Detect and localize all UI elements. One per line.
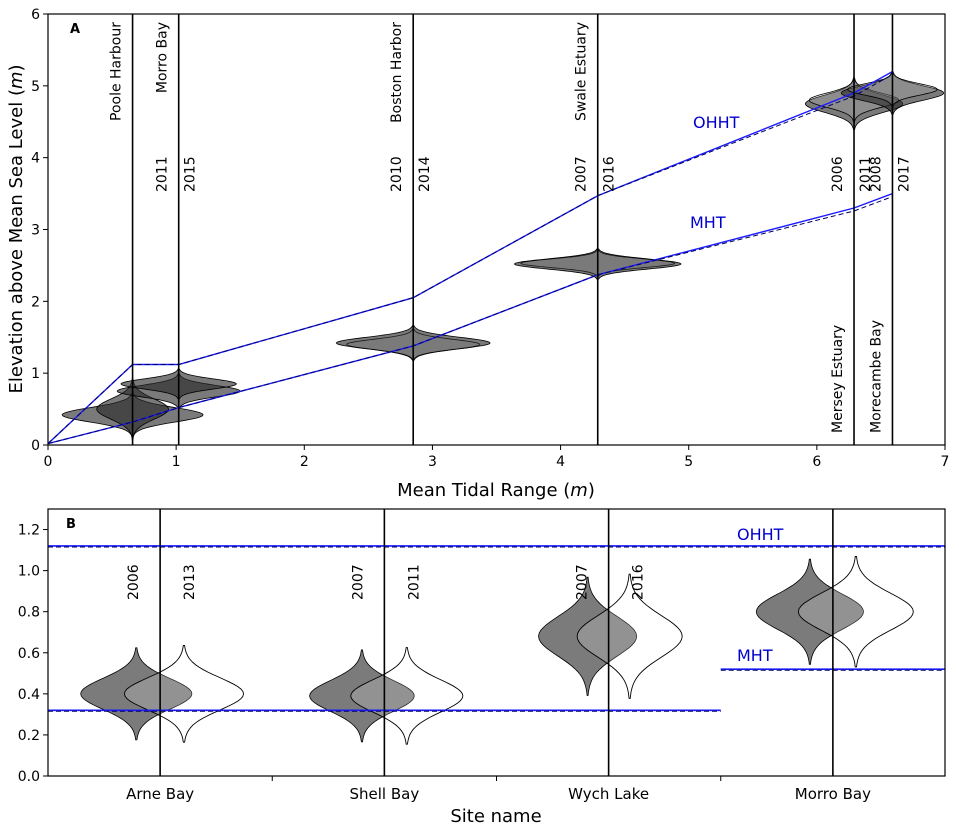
panel-a-mht-label: MHT [690, 213, 726, 232]
panel-b-y-tick-label: 0.6 [18, 646, 40, 662]
panel-a-year-label: 2015 [183, 156, 199, 192]
panel-a-year-label: 2007 [574, 156, 590, 192]
panel-a-y-tick-label: 0 [31, 438, 40, 454]
panel-a-y-tick-label: 3 [31, 223, 40, 239]
panel-a-y-tick-label: 4 [31, 151, 40, 167]
panel-a-y-axis-unit: m [6, 71, 27, 89]
panel-a-year-label: 2017 [896, 156, 912, 192]
panel-a-year-label: 2011 [858, 156, 874, 192]
panel-a-y-tick-label: 1 [31, 366, 40, 382]
panel-a-year-label: 2008 [868, 156, 884, 192]
panel-b-ohht-label: OHHT [737, 525, 784, 544]
panel-a-site-labels: Poole Harbour Morro Bay 2011 2015 Boston Har… [109, 22, 913, 433]
panel-a-x-tick-label: 3 [428, 454, 437, 470]
panel-b-year-label: 2007 [575, 564, 591, 600]
panel-a-x-tick-label: 5 [684, 454, 693, 470]
panel-b-y-tick-label: 0.8 [18, 605, 40, 621]
panel-b-category-label: Wych Lake [568, 785, 649, 803]
panel-a-ohht-label: OHHT [693, 113, 740, 132]
panel-a-x-axis-label-text: Mean Tidal Range [397, 480, 557, 501]
panel-a-series-mht-line [48, 192, 893, 445]
panel-a-site-name-label: Morro Bay [155, 22, 171, 93]
panel-b-category-label: Shell Bay [350, 785, 420, 803]
panel-a-year-label: 2016 [602, 156, 618, 192]
panel-b-y-tick-label: 1.2 [18, 523, 40, 539]
panel-a-x-axis-unit: m [570, 480, 588, 501]
panel-b-site-lines [159, 509, 834, 776]
panel-b-year-label: 2013 [182, 564, 198, 600]
panel-b-category-label: Morro Bay [795, 785, 871, 803]
panel-a-site-name-label: Boston Harbor [389, 22, 405, 123]
panel-a-site-name-label: Morecambe Bay [868, 320, 884, 433]
panel-b-category-label: Arne Bay [126, 785, 194, 803]
panel-b-violin [538, 576, 638, 696]
panel-a-x-tick-label: 0 [44, 454, 53, 470]
panel-a-year-label: 2010 [389, 156, 405, 192]
panel-a-x-tick-label: 6 [812, 454, 821, 470]
panel-b-x-axis-label: Site name [450, 806, 541, 826]
panel-a-x-axis-label: Mean Tidal Range (m) [397, 480, 595, 501]
panel-b-violins [80, 556, 914, 745]
panel-a-y-axis-label-text: Elevation above Mean Sea Level [6, 102, 27, 394]
panel-b-violin [309, 649, 415, 743]
panel-a-x-tick-label: 1 [172, 454, 181, 470]
panel-b-year-label: 2007 [350, 564, 366, 600]
panel-b-mht-label: MHT [737, 646, 773, 665]
panel-b-violin-outline [123, 645, 244, 743]
panel-b-y-ticks: 0.0 0.2 0.4 0.6 0.8 1.0 1.2 [18, 523, 48, 785]
panel-a-site-name-label: Mersey Estuary [830, 325, 846, 433]
panel-a-letter: A [70, 22, 80, 37]
panel-a-y-tick-label: 2 [31, 294, 40, 310]
panel-a-year-label: 2011 [155, 156, 171, 192]
panel-b: 2006 2013 2007 2011 2007 2016 Arne Bay Shell B… [18, 508, 946, 826]
panel-a-x-tick-label: 4 [556, 454, 565, 470]
panel-a-series-mht-dashed [48, 196, 893, 445]
panel-a-x-tick-label: 2 [300, 454, 309, 470]
panel-a-x-ticks: 0 1 2 3 4 5 6 7 [44, 445, 950, 470]
panel-a-violins [61, 71, 945, 440]
panel-b-violin [80, 647, 193, 741]
panel-a-year-label: 2006 [830, 156, 846, 192]
panel-b-year-label: 2016 [631, 564, 647, 600]
panel-b-y-tick-label: 1.0 [18, 564, 40, 580]
panel-b-violin-outline [350, 647, 464, 745]
panel-a-year-label: 2014 [417, 156, 433, 192]
panel-a-y-tick-label: 6 [31, 7, 40, 23]
panel-b-y-tick-label: 0.0 [18, 769, 40, 785]
panel-a-site-name-label: Poole Harbour [109, 22, 125, 121]
panel-b-violin-outline [576, 573, 683, 699]
panel-b-x-ticks: Arne Bay Shell Bay Wych Lake Morro Bay [126, 776, 871, 803]
panel-a-site-lines [131, 14, 894, 445]
panel-a-y-ticks: 0 1 2 3 4 5 6 [31, 7, 48, 454]
panel-b-y-tick-label: 0.4 [18, 687, 40, 703]
panel-a-y-axis-label: Elevation above Mean Sea Level (m) [6, 64, 27, 393]
panel-b-y-tick-label: 0.2 [18, 728, 40, 744]
panel-b-violin-outline [797, 556, 914, 668]
panel-b-violin [755, 558, 864, 665]
panel-a-y-tick-label: 5 [31, 79, 40, 95]
panel-a-site-name-label: Swale Estuary [574, 22, 590, 121]
panel-b-year-label: 2011 [406, 564, 422, 600]
panel-b-year-labels: 2006 2013 2007 2011 2007 2016 [126, 564, 647, 600]
panel-b-letter: B [66, 517, 76, 532]
panel-b-year-label: 2006 [126, 564, 142, 600]
panel-a-x-tick-label: 7 [941, 454, 950, 470]
